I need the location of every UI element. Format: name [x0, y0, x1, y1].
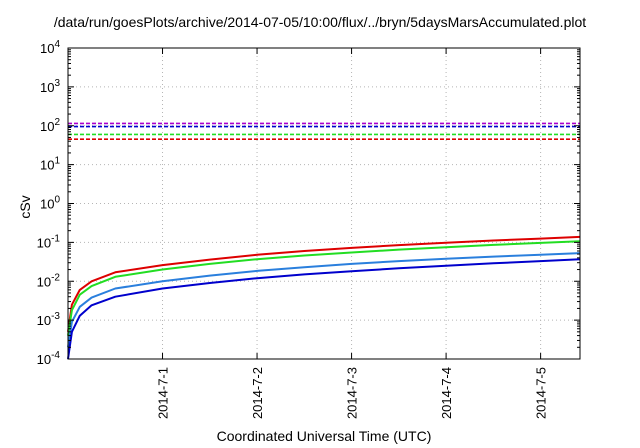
x-tick-label: 2014-7-5 [534, 367, 549, 419]
grid-lines [68, 48, 580, 359]
y-tick-label: 102 [40, 117, 60, 134]
y-tick-label: 10-3 [37, 311, 61, 328]
y-tick-label: 101 [40, 156, 60, 173]
series-lines [67, 122, 581, 360]
y-axis: 10-4 10-3 10-2 10-1 100 101 102 103 104 [37, 39, 580, 367]
x-tick-label: 2014-7-2 [250, 367, 265, 419]
y-tick-label: 10-4 [37, 350, 61, 367]
y-tick-label: 10-2 [37, 272, 61, 289]
y-tick-label: 103 [40, 78, 60, 95]
series-line-3 [67, 252, 581, 348]
chart-title: /data/run/goesPlots/archive/2014-07-05/1… [53, 14, 587, 30]
series-line-2 [67, 240, 581, 336]
x-tick-label: 2014-7-4 [439, 367, 454, 419]
series-line-4 [67, 258, 581, 360]
y-tick-label: 10-1 [37, 233, 61, 250]
y-tick-label: 104 [40, 39, 60, 56]
x-tick-label: 2014-7-1 [156, 367, 171, 419]
x-axis: 2014-7-1 2014-7-2 2014-7-3 2014-7-4 2014-7-5 [156, 48, 549, 419]
series-line-1 [67, 235, 581, 332]
x-axis-label: Coordinated Universal Time (UTC) [216, 428, 432, 444]
y-tick-label: 100 [40, 195, 60, 212]
x-tick-label: 2014-7-3 [345, 367, 360, 419]
